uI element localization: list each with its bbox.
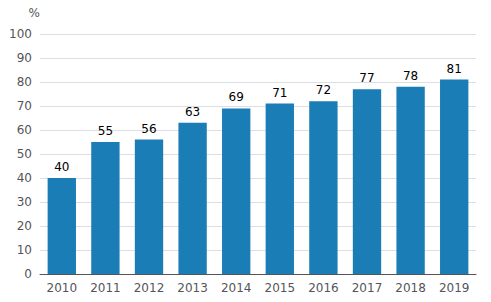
- svg-text:50: 50: [17, 147, 32, 161]
- svg-text:%: %: [29, 6, 40, 20]
- svg-text:40: 40: [17, 171, 32, 185]
- svg-text:2013: 2013: [177, 281, 208, 295]
- svg-text:72: 72: [316, 83, 331, 97]
- svg-text:2014: 2014: [221, 281, 252, 295]
- svg-text:71: 71: [272, 86, 287, 100]
- svg-text:2010: 2010: [47, 281, 78, 295]
- svg-text:30: 30: [17, 195, 32, 209]
- svg-text:2012: 2012: [134, 281, 165, 295]
- svg-text:78: 78: [403, 69, 418, 83]
- svg-text:2019: 2019: [439, 281, 470, 295]
- svg-text:2017: 2017: [352, 281, 383, 295]
- svg-text:60: 60: [17, 123, 32, 137]
- svg-text:2011: 2011: [90, 281, 121, 295]
- svg-text:10: 10: [17, 243, 32, 257]
- svg-text:80: 80: [17, 75, 32, 89]
- svg-text:55: 55: [98, 124, 113, 138]
- svg-text:2018: 2018: [395, 281, 426, 295]
- svg-text:2015: 2015: [265, 281, 296, 295]
- svg-text:2016: 2016: [308, 281, 339, 295]
- svg-text:81: 81: [447, 62, 462, 76]
- svg-text:56: 56: [141, 122, 156, 136]
- svg-text:40: 40: [54, 160, 69, 174]
- svg-text:100: 100: [9, 27, 32, 41]
- svg-text:70: 70: [17, 99, 32, 113]
- svg-text:0: 0: [24, 267, 32, 281]
- svg-text:63: 63: [185, 105, 200, 119]
- svg-text:20: 20: [17, 219, 32, 233]
- svg-text:90: 90: [17, 51, 32, 65]
- svg-text:69: 69: [229, 90, 244, 104]
- svg-text:77: 77: [359, 71, 374, 85]
